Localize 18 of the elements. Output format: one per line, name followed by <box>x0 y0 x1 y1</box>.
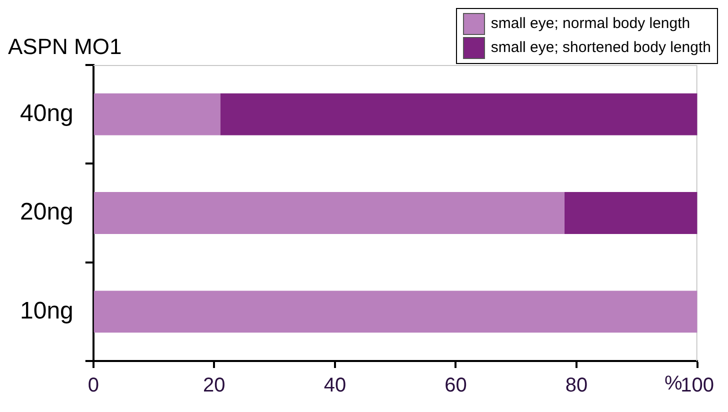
x-tick-label: 0 <box>88 374 99 397</box>
bar <box>94 93 220 136</box>
bar <box>564 192 698 234</box>
y-tick-label: 20ng <box>20 198 74 226</box>
x-tick-label: 20 <box>203 374 226 397</box>
y-tick-label: 10ng <box>20 297 74 324</box>
y-axis-title: ASPN MO1 <box>8 34 122 60</box>
y-tick-label: 40ng <box>20 100 74 127</box>
bar <box>94 192 564 234</box>
x-tick-label: 80 <box>565 374 588 397</box>
x-axis-title: % <box>664 372 683 395</box>
x-tick-label: 40 <box>324 374 346 397</box>
legend-label: small eye; shortened body length <box>490 38 711 58</box>
x-tick-label: 100 <box>680 374 714 397</box>
bar <box>220 93 698 136</box>
bar <box>94 290 698 333</box>
x-tick-label: 60 <box>444 374 467 397</box>
legend-label: small eye; normal body length <box>490 14 690 34</box>
